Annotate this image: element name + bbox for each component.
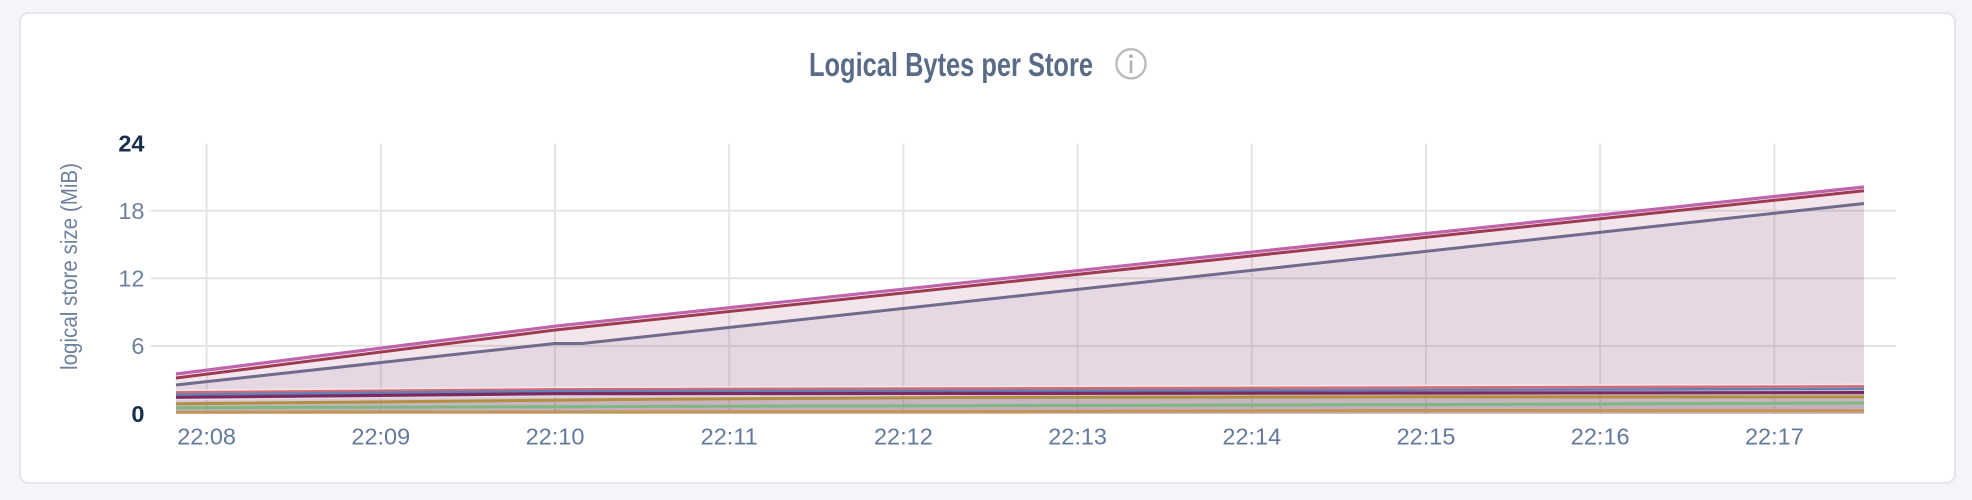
svg-text:22:08: 22:08 — [177, 424, 236, 450]
svg-text:22:14: 22:14 — [1222, 424, 1281, 450]
svg-text:18: 18 — [118, 198, 144, 224]
svg-text:22:13: 22:13 — [1048, 424, 1107, 450]
svg-text:22:11: 22:11 — [701, 424, 758, 450]
svg-text:logical store size (MiB): logical store size (MiB) — [56, 163, 82, 370]
svg-text:22:16: 22:16 — [1571, 424, 1630, 450]
svg-text:22:15: 22:15 — [1397, 424, 1456, 450]
svg-text:0: 0 — [131, 401, 144, 427]
svg-text:22:09: 22:09 — [351, 424, 410, 450]
svg-text:24: 24 — [118, 131, 144, 157]
svg-text:22:17: 22:17 — [1745, 424, 1804, 450]
svg-text:Logical Bytes per Store: Logical Bytes per Store — [809, 47, 1093, 84]
svg-text:12: 12 — [118, 266, 144, 292]
svg-text:22:10: 22:10 — [526, 424, 585, 450]
svg-text:6: 6 — [131, 333, 144, 359]
svg-text:22:12: 22:12 — [874, 424, 933, 450]
